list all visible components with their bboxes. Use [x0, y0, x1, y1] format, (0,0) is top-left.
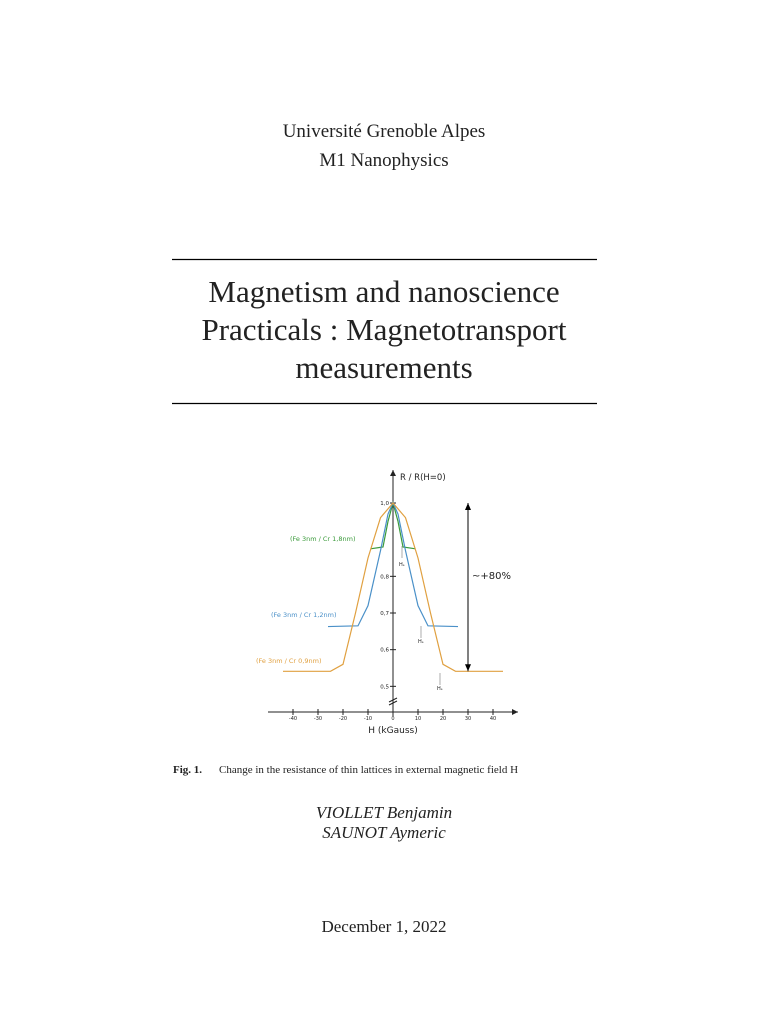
x-tick-label: 20 — [440, 716, 446, 722]
x-tick-label: 0 — [391, 716, 394, 722]
x-tick-label: -30 — [314, 716, 322, 722]
x-tick-label: -40 — [289, 716, 297, 722]
x-tick-label: -20 — [339, 716, 347, 722]
y-tick-label: 0,7 — [380, 611, 389, 617]
x-axis-label: H (kGauss) — [368, 726, 417, 736]
series-label: (Fe 3nm / Cr 1,8nm) — [290, 535, 356, 543]
x-tick-label: 10 — [415, 716, 421, 722]
x-tick-label: 30 — [465, 716, 471, 722]
program: M1 Nanophysics — [319, 150, 448, 171]
institution: Université Grenoble Alpes — [283, 121, 486, 142]
y-tick-label: 0,5 — [380, 684, 389, 690]
y-axis-label: R / R(H=0) — [400, 473, 446, 483]
x-tick-label: 40 — [490, 716, 496, 722]
caption: Change in the resistance of thin lattice… — [219, 764, 518, 776]
series-line — [283, 502, 503, 672]
series-label: (Fe 3nm / Cr 1,2nm) — [271, 611, 337, 619]
author: VIOLLET Benjamin — [316, 803, 452, 822]
y-tick-label: 1,0 — [380, 501, 389, 507]
figure-chart: -40 -30 -20 -10 0 10 20 30 40 0,5 0,6 0,7 0,8 1,0 H (k… — [256, 470, 518, 736]
axis-break — [388, 697, 398, 706]
title-line: Magnetism and nanoscience — [208, 274, 559, 309]
annotation: Hₛ — [418, 639, 424, 645]
x-arrow — [512, 709, 518, 715]
title-line: Practicals : Magnetotransport — [201, 312, 566, 347]
series-label: (Fe 3nm / Cr 0,9nm) — [256, 657, 322, 665]
x-tick-label: -10 — [364, 716, 372, 722]
author: SAUNOT Aymeric — [322, 823, 446, 842]
annotation: Hₛ — [437, 686, 443, 692]
y-tick-label: 0,8 — [380, 574, 389, 580]
annotation: ~+80% — [472, 571, 511, 582]
annotation: Hₛ — [399, 562, 405, 568]
y-tick-label: 0,6 — [380, 648, 389, 654]
caption-label: Fig. 1. — [173, 764, 202, 776]
y-arrow — [390, 470, 396, 476]
title-line: measurements — [295, 350, 472, 385]
date: December 1, 2022 — [321, 917, 446, 936]
